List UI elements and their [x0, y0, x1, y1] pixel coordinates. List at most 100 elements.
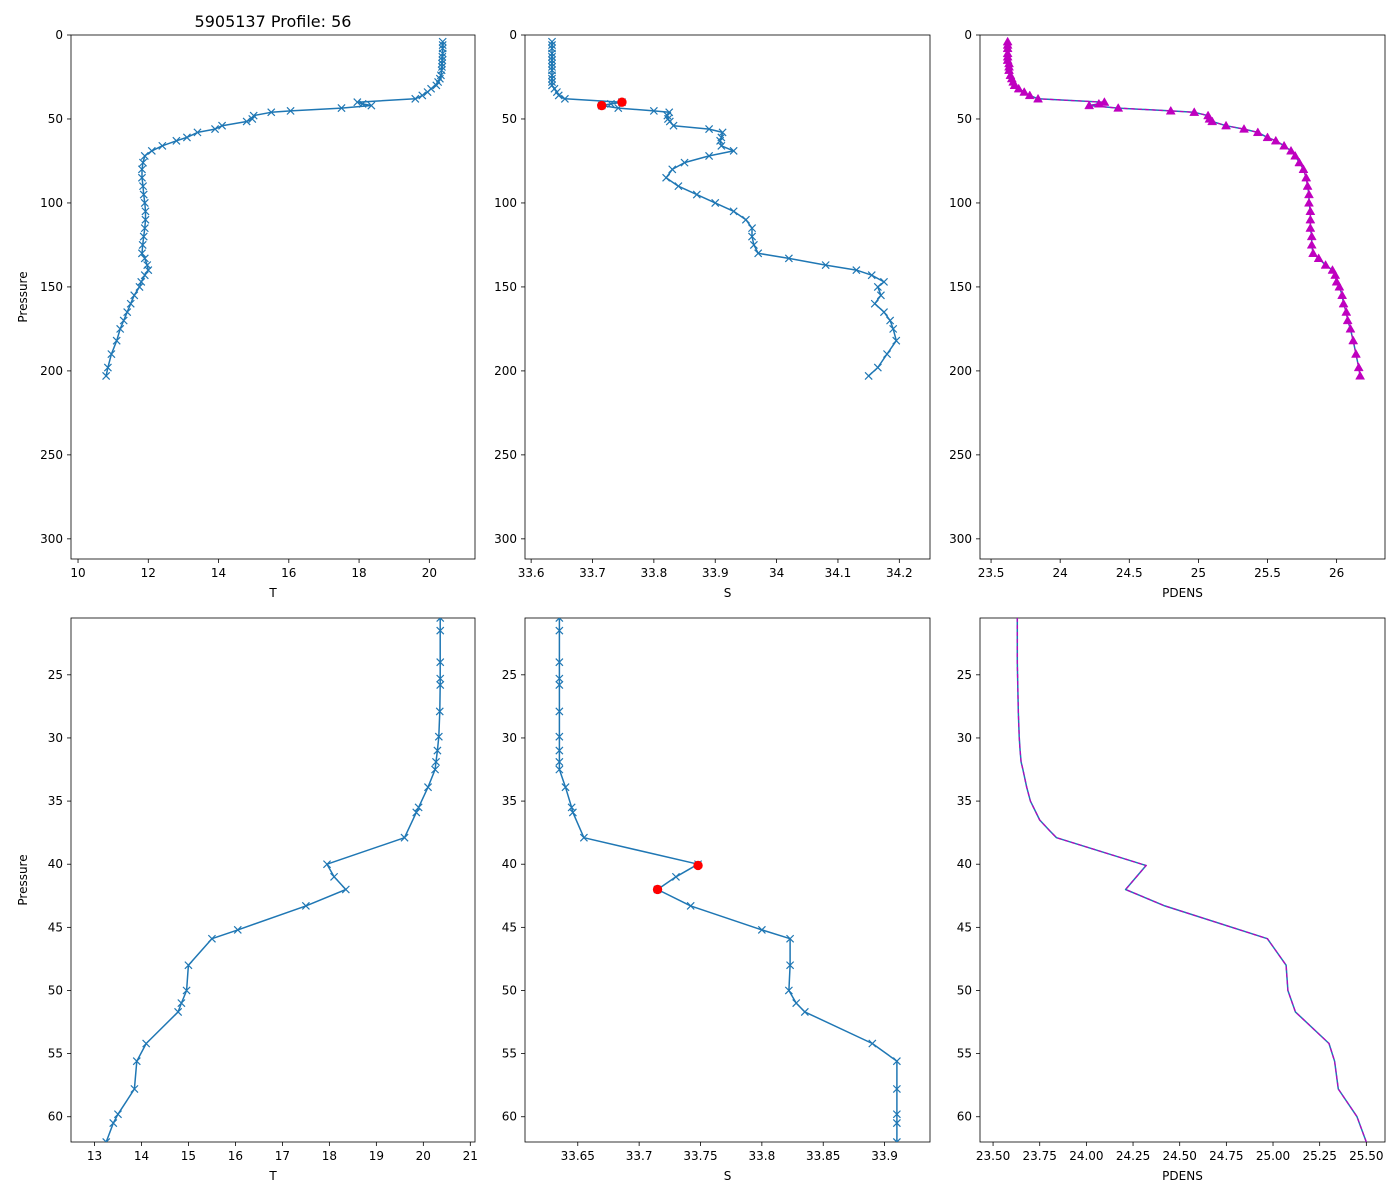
bottom-density-panel: 23.50 23.75 24.00 24.25 24.50 24.75 25.00 25.25… — [957, 617, 1386, 1183]
data-point-x-marker — [749, 240, 758, 249]
data-point-triangle-marker — [1305, 223, 1316, 232]
data-point-x-marker — [123, 308, 132, 317]
data-point-x-marker — [130, 1084, 139, 1093]
data-point-x-marker — [109, 1119, 118, 1128]
y-tick-label: 55 — [502, 1047, 517, 1061]
y-tick-label: 35 — [502, 794, 517, 808]
data-point-x-marker — [431, 757, 441, 766]
data-point-x-marker — [113, 1110, 123, 1119]
data-point-x-marker — [547, 62, 557, 71]
flagged-point-marker — [693, 860, 703, 871]
data-point-x-marker — [741, 215, 750, 224]
data-point-triangle-marker — [1341, 307, 1352, 316]
data-point-x-marker — [729, 146, 738, 155]
data-point-x-marker — [711, 198, 720, 207]
data-point-x-marker — [876, 291, 885, 300]
x-tick-label: 21 — [463, 1149, 478, 1163]
x-tick-label: 24.00 — [1069, 1149, 1103, 1163]
data-point-x-marker — [717, 141, 726, 150]
data-point-triangle-marker — [1337, 290, 1348, 299]
data-point-triangle-marker — [1294, 157, 1305, 167]
bottom-density-data — [1016, 618, 1368, 1142]
data-point-x-marker — [889, 324, 898, 333]
x-tick-label: 14 — [134, 1149, 149, 1163]
data-point-x-marker — [555, 674, 564, 683]
data-point-x-marker — [555, 757, 564, 766]
data-point-x-marker — [139, 232, 148, 241]
y-tick-label: 100 — [40, 196, 63, 210]
data-point-triangle-marker — [1099, 97, 1110, 106]
data-point-x-marker — [322, 860, 332, 869]
data-point-x-marker — [126, 299, 135, 308]
data-point-x-marker — [547, 52, 557, 61]
data-point-x-marker — [367, 101, 376, 110]
data-point-x-marker — [668, 165, 677, 174]
x-tick-label: 23.75 — [1023, 1149, 1057, 1163]
data-point-x-marker — [437, 62, 447, 71]
data-point-x-marker — [852, 266, 861, 275]
y-tick-label: 0 — [509, 28, 517, 42]
y-tick-label: 50 — [957, 112, 972, 126]
x-tick-label: 24 — [1053, 566, 1068, 580]
x-tick-label: 33.85 — [806, 1149, 840, 1163]
data-point-x-marker — [431, 765, 440, 774]
data-point-x-marker — [649, 106, 658, 115]
data-point-x-marker — [674, 182, 683, 191]
data-point-x-marker — [567, 803, 576, 812]
data-point-x-marker — [140, 151, 149, 160]
data-point-triangle-marker — [1207, 116, 1218, 126]
data-point-x-marker — [174, 1007, 183, 1016]
x-tick-label: 24.50 — [1163, 1149, 1197, 1163]
data-point-x-marker — [786, 961, 795, 970]
data-point-x-marker — [754, 249, 763, 258]
bottom-salinity-axes-frame — [524, 617, 931, 1143]
x-tick-label: 33.65 — [561, 1149, 595, 1163]
y-tick-label: 150 — [494, 280, 517, 294]
flagged-point-marker — [597, 100, 607, 111]
data-point-x-marker — [119, 316, 128, 325]
y-tick-label: 300 — [40, 532, 63, 546]
x-axis-label: PDENS — [1162, 586, 1203, 600]
x-tick-label: 34 — [769, 566, 784, 580]
data-point-triangle-marker — [1305, 206, 1316, 215]
y-tick-label: 45 — [502, 920, 517, 934]
data-point-x-marker — [358, 99, 367, 108]
data-point-x-marker — [786, 934, 795, 943]
data-point-x-marker — [561, 783, 570, 792]
data-point-x-marker — [800, 1007, 809, 1016]
data-point-x-marker — [692, 190, 701, 199]
data-point-triangle-marker — [1334, 281, 1345, 291]
y-tick-label: 300 — [494, 532, 517, 546]
y-tick-label: 250 — [949, 448, 972, 462]
data-point-triangle-marker — [1330, 270, 1341, 279]
top-temperature-axes-frame — [70, 34, 476, 560]
top-density-data — [1002, 36, 1366, 380]
x-tick-label: 25.25 — [1302, 1149, 1336, 1163]
data-point-x-marker — [182, 986, 191, 995]
x-tick-label: 33.8 — [749, 1149, 776, 1163]
data-point-x-marker — [554, 91, 563, 100]
data-point-x-marker — [555, 707, 564, 716]
data-point-triangle-marker — [1252, 127, 1263, 137]
data-point-x-marker — [864, 371, 873, 380]
data-point-x-marker — [130, 291, 139, 300]
data-point-triangle-marker — [1165, 105, 1176, 115]
data-point-x-marker — [892, 1110, 901, 1119]
x-axis-label: S — [724, 586, 732, 600]
data-point-x-marker — [892, 1119, 901, 1128]
data-point-x-marker — [102, 371, 111, 380]
y-axis-label: Pressure — [16, 271, 30, 322]
bottom-salinity-panel: 33.65 33.7 33.75 33.8 33.85 33.9 25 30 35 40 45 50 5… — [502, 617, 931, 1183]
data-point-x-marker — [132, 1057, 141, 1066]
data-point-x-marker — [330, 872, 339, 881]
flagged-point-marker — [617, 97, 627, 107]
data-point-x-marker — [757, 925, 766, 934]
figure-title: 5905137 Profile: 56 — [195, 12, 352, 31]
data-point-x-marker — [547, 59, 557, 68]
x-tick-label: 20 — [422, 566, 437, 580]
x-tick-label: 25.50 — [1349, 1149, 1383, 1163]
bottom-temperature-axes-frame — [70, 617, 476, 1143]
data-point-x-marker — [138, 182, 148, 191]
